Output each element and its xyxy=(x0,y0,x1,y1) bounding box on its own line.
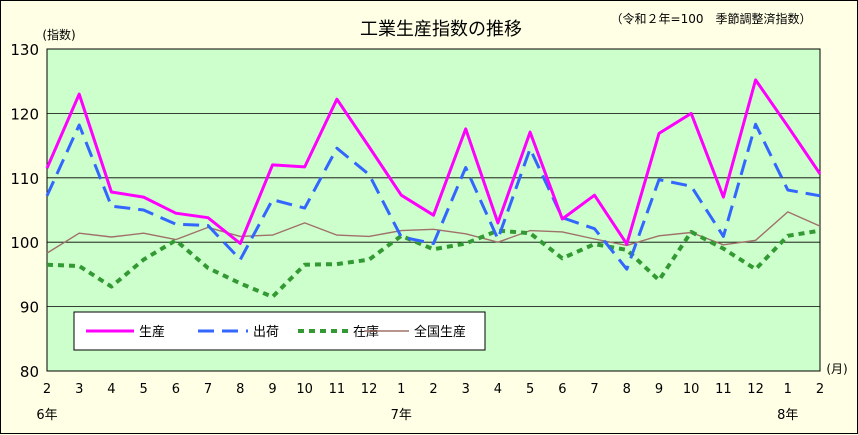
x-tick-label: 8 xyxy=(623,382,631,397)
x-axis-unit: (月) xyxy=(826,362,847,376)
legend-label: 出荷 xyxy=(253,325,279,340)
x-tick-label: 7 xyxy=(204,382,212,397)
chart-note: （令和２年=100 季節調整済指数） xyxy=(611,11,812,26)
x-tick-label: 5 xyxy=(526,382,534,397)
y-tick-label: 90 xyxy=(20,299,39,317)
x-tick-label: 4 xyxy=(494,382,502,397)
year-label: 7年 xyxy=(391,408,412,423)
y-tick-label: 80 xyxy=(20,363,39,381)
y-axis-label: (指数) xyxy=(42,27,75,42)
x-tick-labels: 2 3 4 5 6 7 8 9 10 11 12 1 2 3 4 5 6 7 8 9 10 11 12 1 2 xyxy=(43,382,824,397)
y-tick-label: 120 xyxy=(10,105,39,123)
x-tick-label: 7 xyxy=(590,382,598,397)
y-tick-label: 100 xyxy=(10,234,39,252)
legend-label: 全国生産 xyxy=(414,324,466,340)
year-label: 8年 xyxy=(777,408,798,423)
x-tick-label: 3 xyxy=(462,382,470,397)
y-tick-label: 110 xyxy=(10,170,39,188)
x-tick-label: 6 xyxy=(558,382,566,397)
legend-label: 在庫 xyxy=(353,325,379,340)
x-tick-label: 2 xyxy=(816,382,824,397)
x-tick-label: 2 xyxy=(43,382,51,397)
series-line-1 xyxy=(45,78,822,246)
series-line-3 xyxy=(46,228,821,299)
x-tick-label: 4 xyxy=(107,382,115,397)
year-label: 6年 xyxy=(36,408,57,423)
series-line-2 xyxy=(45,122,821,271)
x-tick-label: 3 xyxy=(75,382,83,397)
year-labels: 6年 7年 8年 xyxy=(36,408,798,423)
x-tick-label: 8 xyxy=(236,382,244,397)
x-tick-label: 12 xyxy=(747,382,764,397)
legend: 生産 出荷 在庫 全国生産 xyxy=(73,311,486,351)
y-tick-labels: 80 90 100 110 120 130 xyxy=(10,41,39,381)
x-tick-label: 10 xyxy=(296,382,313,397)
chart-title: 工業生産指数の推移 xyxy=(360,19,522,40)
x-tick-label: 10 xyxy=(683,382,700,397)
legend-label: 生産 xyxy=(139,324,165,340)
x-tick-label: 1 xyxy=(784,382,792,397)
x-tick-label: 6 xyxy=(172,382,180,397)
series-lines xyxy=(45,78,822,299)
x-tick-label: 5 xyxy=(139,382,147,397)
x-tick-label: 1 xyxy=(397,382,405,397)
legend-box xyxy=(73,311,486,351)
x-tick-label: 2 xyxy=(429,382,437,397)
x-tick-label: 9 xyxy=(655,382,663,397)
x-tick-label: 11 xyxy=(329,382,346,397)
x-tick-label: 12 xyxy=(361,382,378,397)
y-tick-label: 130 xyxy=(10,41,39,59)
x-tick-label: 11 xyxy=(715,382,732,397)
x-tick-label: 9 xyxy=(268,382,276,397)
